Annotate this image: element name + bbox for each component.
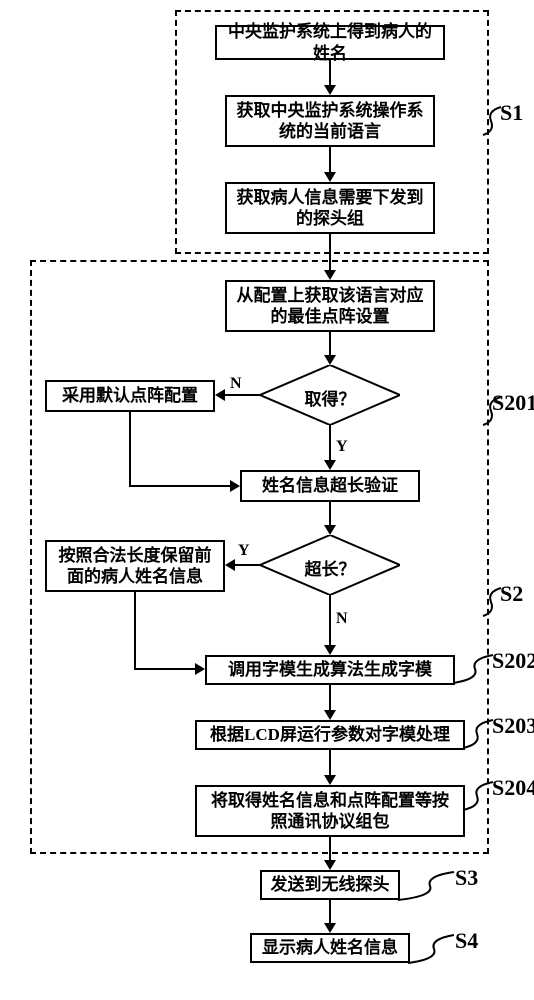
arrow [129,485,230,487]
arrow-head-icon [324,860,336,870]
arrow-head-icon [324,525,336,535]
node-text: 获取病人信息需要下发到的探头组 [233,187,427,230]
node-text: 调用字模生成算法生成字模 [228,659,432,680]
arrow-head-icon [324,710,336,720]
arrow-head-icon [324,460,336,470]
curve-icon [461,780,495,812]
arrow [329,234,331,270]
curve-icon [406,933,456,965]
node-lcd-process: 根据LCD屏运行参数对字模处理 [195,720,465,750]
arrow [235,564,260,566]
node-text: 采用默认点阵配置 [62,385,198,406]
edge-label-n: N [230,375,242,393]
decision-obtained: 取得？ [260,365,400,425]
arrow [329,147,331,172]
arrow [329,750,331,775]
node-display: 显示病人姓名信息 [250,933,410,963]
arrow [134,592,136,669]
curve-icon [461,718,495,750]
arrow-head-icon [225,559,235,571]
arrow [129,412,131,486]
curve-icon [396,870,456,902]
arrow [329,502,331,525]
node-truncate: 按照合法长度保留前面的病人姓名信息 [45,540,225,592]
node-text: 姓名信息超长验证 [262,475,398,496]
node-length-check: 姓名信息超长验证 [240,470,420,502]
step-label-s3: S3 [455,865,478,891]
node-text: 将取得姓名信息和点阵配置等按照通讯协议组包 [203,790,457,833]
node-get-language: 获取中央监护系统操作系统的当前语言 [225,95,435,147]
node-text: 从配置上获取该语言对应的最佳点阵设置 [233,285,427,328]
curve-icon [481,105,503,137]
node-text: 按照合法长度保留前面的病人姓名信息 [53,545,217,588]
node-text: 发送到无线探头 [271,874,390,895]
arrow [329,425,331,460]
node-text: 显示病人姓名信息 [262,937,398,958]
arrow-head-icon [215,389,225,401]
arrow-head-icon [324,85,336,95]
arrow [134,668,195,670]
edge-label-y: Y [336,438,348,456]
edge-label-y: Y [238,542,250,560]
step-label-s202: S202 [492,648,534,674]
arrow [329,685,331,710]
arrow-head-icon [324,355,336,365]
step-label-s2: S2 [500,581,523,607]
node-get-pixel-config: 从配置上获取该语言对应的最佳点阵设置 [225,280,435,332]
decision-overlength: 超长？ [260,535,400,595]
node-default-config: 采用默认点阵配置 [45,380,215,412]
node-text: 中央监护系统上得到病人的姓名 [223,21,437,64]
arrow [329,595,331,645]
arrow [225,394,260,396]
decision-text: 超长？ [260,555,400,580]
arrow [329,900,331,923]
arrow-head-icon [195,663,205,675]
node-text: 获取中央监护系统操作系统的当前语言 [233,100,427,143]
arrow [329,332,331,355]
arrow-head-icon [324,775,336,785]
node-get-name: 中央监护系统上得到病人的姓名 [215,25,445,60]
arrow [329,60,331,85]
arrow-head-icon [324,172,336,182]
decision-text: 取得？ [260,385,400,410]
curve-icon [481,395,503,427]
arrow-head-icon [230,480,240,492]
step-label-s4: S4 [455,928,478,954]
node-get-probe-group: 获取病人信息需要下发到的探头组 [225,182,435,234]
node-gen-font: 调用字模生成算法生成字模 [205,655,455,685]
edge-label-n: N [336,610,348,628]
arrow-head-icon [324,645,336,655]
node-text: 根据LCD屏运行参数对字模处理 [210,724,450,745]
curve-icon [451,653,495,685]
step-label-s1: S1 [500,100,523,126]
step-label-s203: S203 [492,713,534,739]
step-label-s204: S204 [492,775,534,801]
curve-icon [481,586,503,618]
arrow-head-icon [324,270,336,280]
arrow [329,837,331,860]
node-packetize: 将取得姓名信息和点阵配置等按照通讯协议组包 [195,785,465,837]
node-send: 发送到无线探头 [260,870,400,900]
arrow-head-icon [324,923,336,933]
